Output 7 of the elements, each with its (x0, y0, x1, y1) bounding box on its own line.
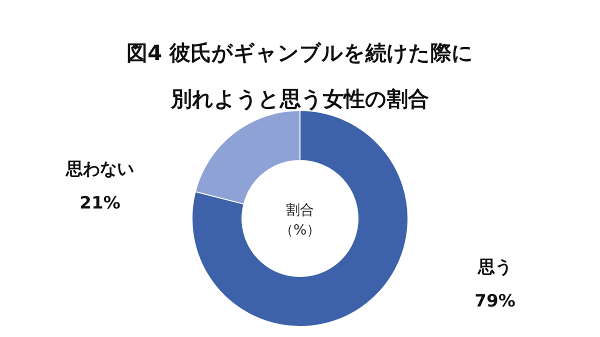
chart-title: 図4 彼氏がギャンブルを続けた際に別れようと思う女性の割合 (126, 41, 474, 111)
data-label: 79% (474, 291, 516, 312)
slice-label: 思う (477, 257, 512, 278)
slice-label: 思わない (65, 160, 134, 180)
data-label: 21% (80, 194, 120, 214)
text: 割合（%） (279, 202, 321, 238)
donut-slice (192, 110, 408, 327)
